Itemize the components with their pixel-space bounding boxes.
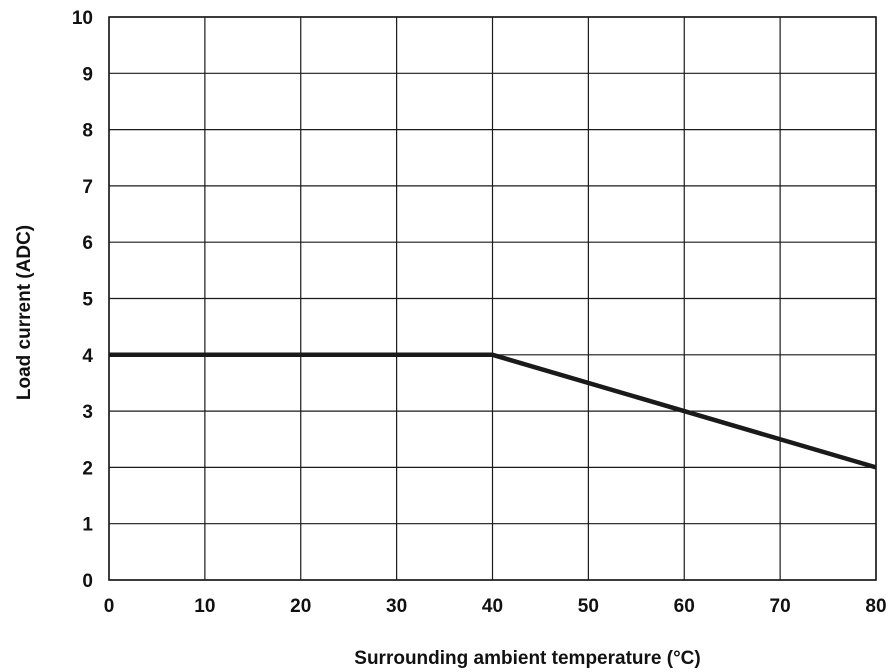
x-tick-label: 40 [482,596,503,617]
x-axis-ticks: 0 10 20 30 40 50 60 70 80 [104,596,887,617]
x-tick-label: 20 [290,596,311,617]
plot-frame [108,16,877,581]
x-tick-label: 30 [386,596,407,617]
y-tick-label: 3 [82,402,93,423]
x-tick-label: 10 [194,596,215,617]
y-tick-label: 1 [82,515,93,536]
y-tick-label: 7 [82,177,93,198]
y-axis-title: Load current (ADC) [14,225,35,400]
y-axis-ticks: 0 1 2 3 4 5 6 7 8 9 10 [72,8,94,592]
y-tick-label: 4 [82,346,93,367]
x-tick-label: 60 [674,596,695,617]
grid [108,16,877,581]
series-line [109,352,877,470]
y-tick-label: 6 [82,233,93,254]
y-tick-label: 9 [82,64,93,85]
x-tick-label: 50 [578,596,599,617]
x-tick-label: 80 [865,596,886,617]
y-tick-label: 10 [72,8,93,29]
x-axis-title: Surrounding ambient temperature (°C) [354,648,700,669]
y-tick-label: 2 [82,458,93,479]
y-tick-label: 8 [82,121,93,142]
series-layer [109,352,877,470]
x-tick-label: 0 [104,596,115,617]
x-tick-label: 70 [770,596,791,617]
y-tick-label: 0 [82,571,93,592]
y-tick-label: 5 [82,290,93,311]
